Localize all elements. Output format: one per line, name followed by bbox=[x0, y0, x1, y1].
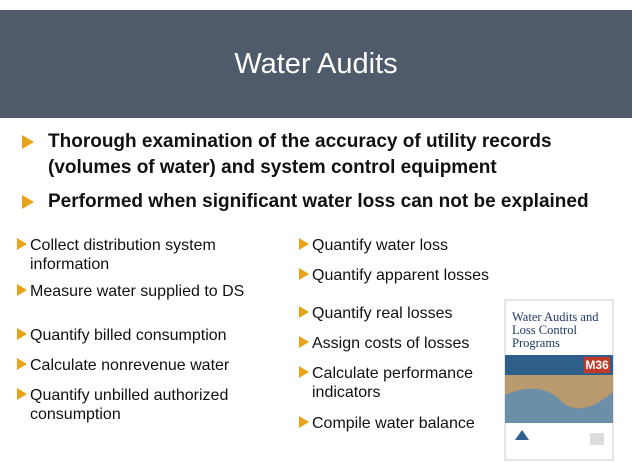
book-logo-box bbox=[590, 433, 604, 445]
bullet-arrow bbox=[17, 388, 27, 400]
bullet-arrow bbox=[17, 284, 27, 296]
bullet-arrow bbox=[299, 306, 309, 318]
sub-bullet: Measure water supplied to DS bbox=[30, 282, 275, 301]
sub-bullet: Compile water balance bbox=[312, 414, 502, 433]
bullet-text: Assign costs of losses bbox=[312, 335, 469, 352]
book-code: M36 bbox=[584, 357, 610, 373]
bullet-text: Thorough examination of the accuracy of … bbox=[48, 131, 552, 178]
bullet-text: Quantify real losses bbox=[312, 305, 453, 322]
sub-bullet: Quantify water loss bbox=[312, 236, 512, 255]
bullet-arrow bbox=[17, 328, 27, 340]
bullet-arrow bbox=[17, 358, 27, 370]
bullet-text: Measure water supplied to DS bbox=[30, 283, 244, 300]
sub-bullet: Quantify unbilled authorized consumption bbox=[30, 386, 275, 424]
main-bullet: Performed when significant water loss ca… bbox=[48, 189, 593, 215]
bullet-arrow bbox=[299, 268, 309, 280]
sub-bullet: Assign costs of losses bbox=[312, 334, 512, 353]
bullet-text: Quantify water loss bbox=[312, 237, 448, 254]
bullet-text: Collect distribution system information bbox=[30, 237, 216, 273]
main-bullet: Thorough examination of the accuracy of … bbox=[48, 129, 593, 181]
sub-bullet: Calculate performance indicators bbox=[312, 364, 502, 402]
bullet-text: Calculate nonrevenue water bbox=[30, 357, 229, 374]
bullet-text: Quantify unbilled authorized consumption bbox=[30, 387, 228, 423]
slide: Water Audits Water Audits and Loss Contr… bbox=[0, 0, 632, 463]
bullet-arrow bbox=[299, 238, 309, 250]
bullet-text: Quantify apparent losses bbox=[312, 267, 489, 284]
bullet-text: Performed when significant water loss ca… bbox=[48, 191, 589, 212]
bullet-text: Quantify billed consumption bbox=[30, 327, 227, 344]
bullet-arrow bbox=[299, 336, 309, 348]
sub-bullet: Collect distribution system information bbox=[30, 236, 275, 274]
bullet-arrow bbox=[299, 416, 309, 428]
bullet-arrow bbox=[22, 135, 34, 149]
bullet-arrow bbox=[17, 238, 27, 250]
bullet-arrow bbox=[299, 366, 309, 378]
sub-bullet: Quantify apparent losses bbox=[312, 266, 512, 285]
sub-bullet: Quantify real losses bbox=[312, 304, 512, 323]
book-title: Water Audits and Loss Control Programs bbox=[512, 311, 612, 350]
bullet-text: Calculate performance indicators bbox=[312, 365, 473, 401]
sub-bullet: Quantify billed consumption bbox=[30, 326, 275, 345]
sub-bullet: Calculate nonrevenue water bbox=[30, 356, 275, 375]
bullet-arrow bbox=[22, 195, 34, 209]
bullet-text: Compile water balance bbox=[312, 415, 475, 432]
